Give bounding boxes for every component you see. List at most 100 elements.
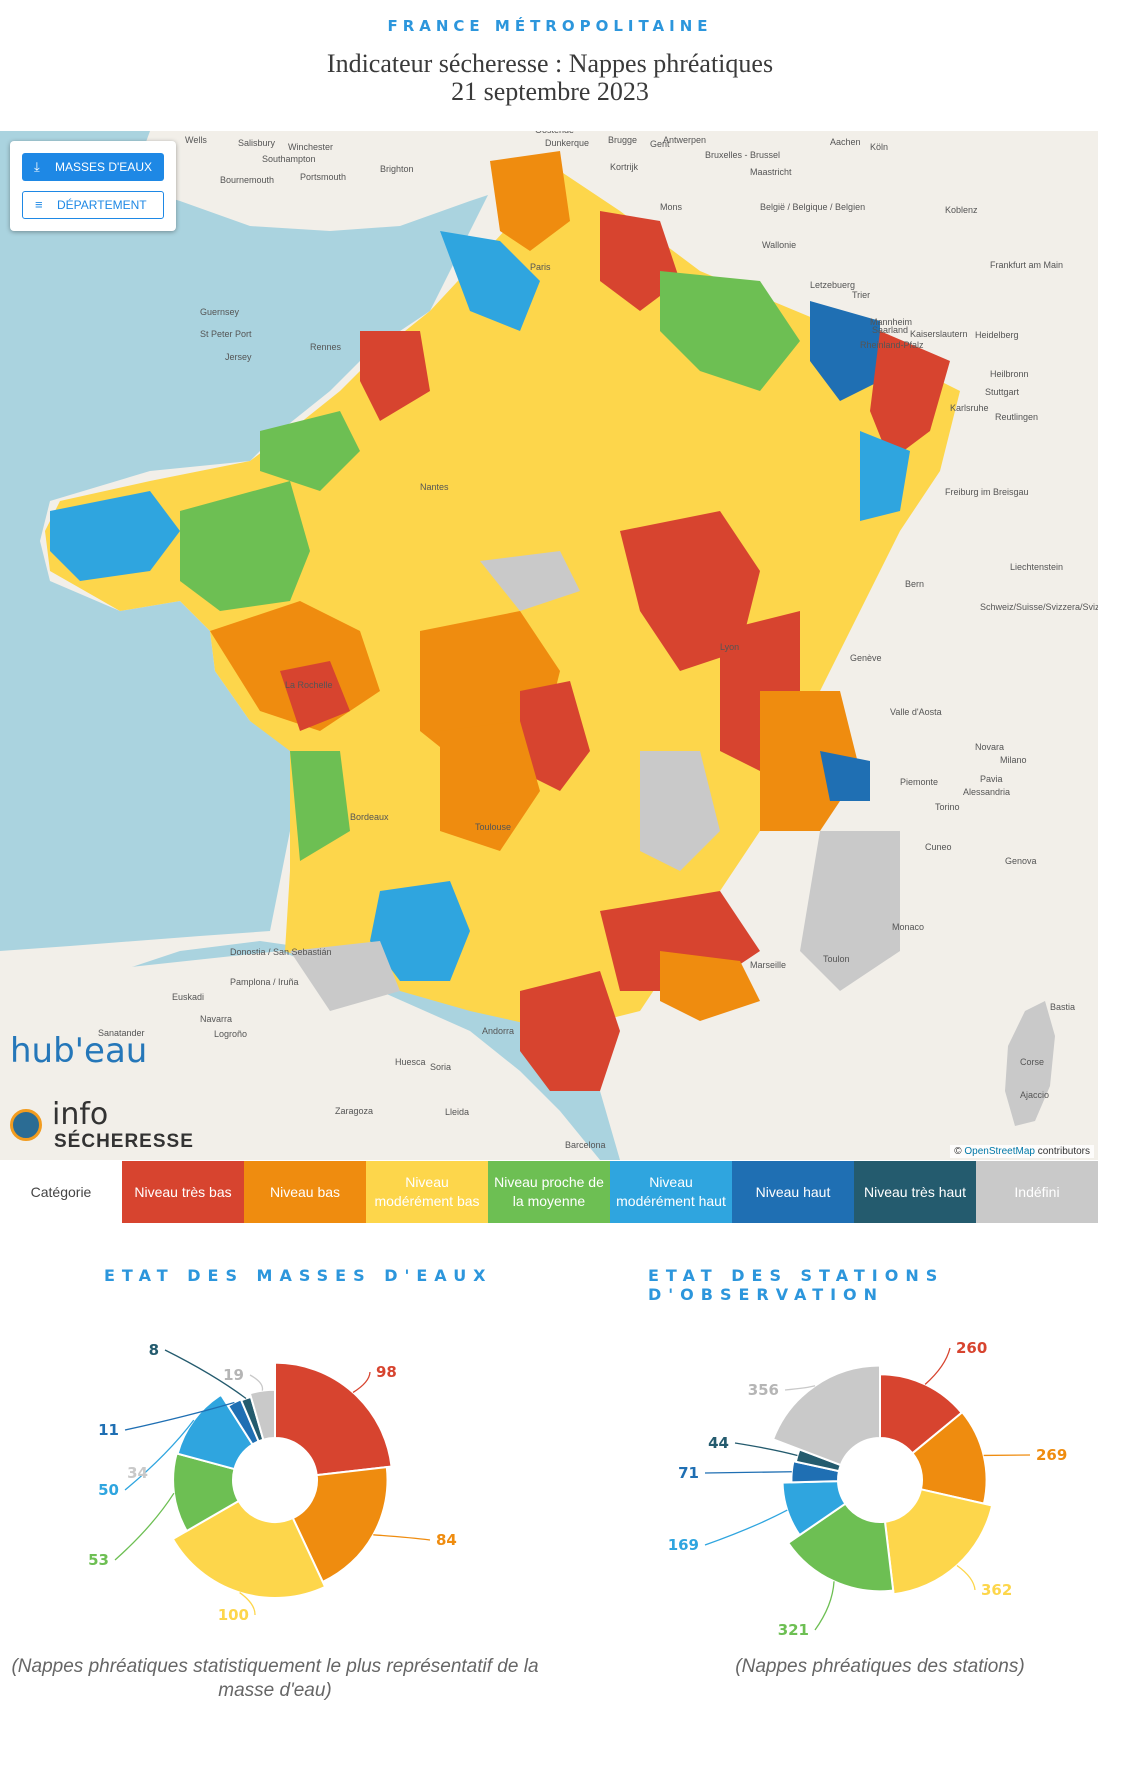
departement-button[interactable]: ≡ DÉPARTEMENT xyxy=(22,191,164,219)
legend-header: Catégorie xyxy=(0,1161,122,1223)
zone-languedoc-red[interactable] xyxy=(520,971,620,1091)
zone-normandie-red[interactable] xyxy=(360,331,430,421)
map-place-label: Navarra xyxy=(200,1014,232,1024)
map-canvas[interactable]: Wells Salisbury Winchester Southampton Brigh… xyxy=(0,131,1098,1160)
map-place-label: Dunkerque xyxy=(545,138,589,148)
map-place-label: Saarland xyxy=(872,325,908,335)
map-place-label: Barcelona xyxy=(565,1140,606,1150)
donut-slice[interactable] xyxy=(226,1398,260,1446)
zone-nord-orange[interactable] xyxy=(490,151,570,251)
map-place-label: Toulon xyxy=(823,954,850,964)
zone-aquitaine-orange[interactable] xyxy=(440,721,540,851)
map-place-label: Bastia xyxy=(1050,1002,1075,1012)
map-place-label: Piemonte xyxy=(900,777,938,787)
donut-slice[interactable] xyxy=(790,1460,841,1484)
openstreetmap-link[interactable]: OpenStreetMap xyxy=(964,1146,1035,1157)
donut-slice[interactable] xyxy=(883,1488,994,1596)
map-place-label: Salisbury xyxy=(238,138,276,148)
donut-slice[interactable] xyxy=(879,1373,964,1455)
legend-item-indefini[interactable]: Indéfini xyxy=(976,1161,1098,1223)
donut-data-label: 98 xyxy=(376,1363,397,1381)
map-place-label: Antwerpen xyxy=(663,135,706,145)
legend-item-tres-haut[interactable]: Niveau très haut xyxy=(854,1161,976,1223)
donut-data-label: 362 xyxy=(981,1581,1012,1599)
map-place-label: Nantes xyxy=(420,482,449,492)
map-place-label: Liechtenstein xyxy=(1010,562,1063,572)
donut-leader-line xyxy=(704,1509,788,1546)
map-place-label: Mons xyxy=(660,202,683,212)
map-place-label: Marseille xyxy=(750,960,786,970)
legend-item-haut[interactable]: Niveau haut xyxy=(732,1161,854,1223)
map-place-label: Torino xyxy=(935,802,960,812)
map-place-label: Paris xyxy=(530,262,551,272)
donut-leader-line xyxy=(124,1401,235,1431)
donut-slice[interactable] xyxy=(274,1361,393,1477)
zone-centre-red[interactable] xyxy=(520,681,590,791)
masses-caption: (Nappes phréatiques statistiquement le p… xyxy=(11,1656,539,1701)
map-place-label: Mannheim xyxy=(870,317,912,327)
zone-provence-orange[interactable] xyxy=(660,951,760,1021)
donut-slice[interactable] xyxy=(911,1410,988,1505)
donut-data-label: 169 xyxy=(668,1536,699,1554)
zone-lorraine-green[interactable] xyxy=(660,271,800,391)
zone-savoie-blue[interactable] xyxy=(820,751,870,801)
map-place-label: Logroño xyxy=(214,1029,247,1039)
zone-sudouest-blue[interactable] xyxy=(370,881,470,981)
zone-bretagne-blue[interactable] xyxy=(50,491,180,581)
legend-item-bas[interactable]: Niveau bas xyxy=(244,1161,366,1223)
zone-alsace-red[interactable] xyxy=(870,331,950,461)
zone-alsace-blue[interactable] xyxy=(810,301,880,401)
corsica-gray[interactable] xyxy=(1005,1001,1055,1126)
zone-ouest-red[interactable] xyxy=(280,661,350,731)
map-place-label: Rennes xyxy=(310,342,342,352)
france-drought-map[interactable]: Wells Salisbury Winchester Southampton Brigh… xyxy=(0,131,1098,1160)
legend-item-moderement-bas[interactable]: Niveau modérément bas xyxy=(366,1161,488,1223)
donut-leader-line xyxy=(734,1442,798,1457)
france-aquifer-zones[interactable] xyxy=(45,151,960,1091)
donut-slice[interactable] xyxy=(176,1393,254,1471)
legend-item-tres-bas[interactable]: Niveau très bas xyxy=(122,1161,244,1223)
zone-landes-gray[interactable] xyxy=(290,941,400,1011)
zone-est-blue[interactable] xyxy=(860,431,910,521)
map-place-label: Andorra xyxy=(482,1026,514,1036)
zone-massif-gray[interactable] xyxy=(640,751,720,871)
masses-section-title: ETAT DES MASSES D'EAUX xyxy=(104,1266,493,1285)
map-place-label: Maastricht xyxy=(750,167,792,177)
donut-slice[interactable] xyxy=(248,1388,276,1441)
zone-alpes-gray[interactable] xyxy=(800,831,900,991)
zone-paris-gray[interactable] xyxy=(480,551,580,611)
donut-data-label: 71 xyxy=(678,1464,699,1482)
map-place-label: Heidelberg xyxy=(975,330,1019,340)
donut-leader-line xyxy=(114,1492,175,1561)
map-place-label: Schweiz/Suisse/Svizzera/Svizra xyxy=(980,602,1098,612)
donut-slice[interactable] xyxy=(171,1499,327,1599)
map-place-label: Heilbronn xyxy=(990,369,1029,379)
map-place-label: Ajaccio xyxy=(1020,1090,1049,1100)
donut-slice[interactable] xyxy=(771,1364,881,1467)
donut-data-label: 84 xyxy=(436,1531,457,1549)
donut-slice[interactable] xyxy=(291,1465,389,1584)
donut-slice[interactable] xyxy=(781,1480,847,1537)
zone-nord-blue[interactable] xyxy=(440,231,540,331)
zone-sudouest-green[interactable] xyxy=(290,751,350,861)
zone-bretagne-green[interactable] xyxy=(180,481,310,611)
legend-item-proche-moyenne[interactable]: Niveau proche de la moyenne xyxy=(488,1161,610,1223)
masses-donut-chart: 98 84 100 53 50 11 8 19 34 xyxy=(88,1341,457,1624)
map-place-label: Stuttgart xyxy=(985,387,1020,397)
map-place-label: Portsmouth xyxy=(300,172,346,182)
land-uk xyxy=(130,131,560,231)
zone-normandie-green[interactable] xyxy=(260,411,360,491)
attribution-prefix: © xyxy=(954,1146,962,1157)
map-place-label: Southampton xyxy=(262,154,316,164)
location-pin-icon xyxy=(10,1109,42,1141)
map-place-label: Novara xyxy=(975,742,1004,752)
donut-leader-line xyxy=(924,1347,951,1385)
category-legend: Catégorie Niveau très bas Niveau bas Niv… xyxy=(0,1161,1098,1223)
title-line-1: Indicateur sécheresse : Nappes phréatiqu… xyxy=(326,49,774,78)
zone-base[interactable] xyxy=(45,171,960,1031)
donut-data-label: 50 xyxy=(98,1481,119,1499)
donut-data-label: 356 xyxy=(748,1381,779,1399)
donut-slice[interactable] xyxy=(172,1452,240,1533)
masses-deaux-button[interactable]: ⤓ MASSES D'EAUX xyxy=(22,153,164,181)
legend-item-moderement-haut[interactable]: Niveau modérément haut xyxy=(610,1161,732,1223)
